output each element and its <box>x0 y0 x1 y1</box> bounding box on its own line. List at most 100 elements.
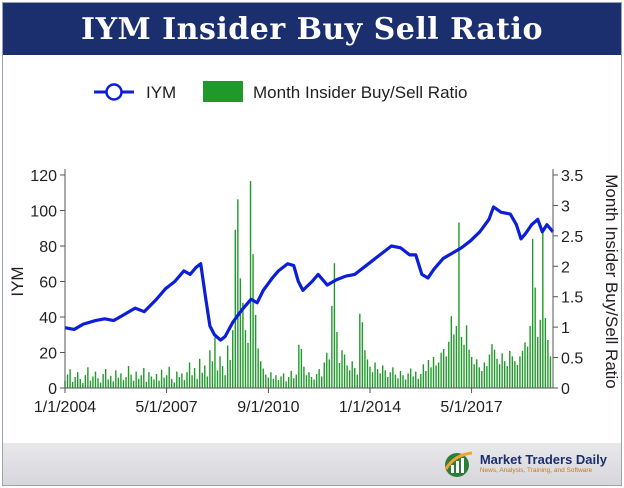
ratio-bar <box>171 378 173 388</box>
ratio-bar <box>244 330 247 388</box>
ratio-bar <box>219 356 221 388</box>
ratio-bar <box>143 367 145 388</box>
ratio-bar <box>526 346 529 388</box>
ratio-bar <box>407 373 409 388</box>
ratio-bar <box>104 369 107 388</box>
ratio-bar <box>155 374 158 388</box>
ratio-bar <box>232 330 234 388</box>
ratio-bar <box>66 374 69 388</box>
right-tick-label: 2.5 <box>561 229 583 246</box>
ratio-bar <box>371 372 374 388</box>
ratio-bar <box>262 368 264 388</box>
left-tick-label: 40 <box>39 310 57 327</box>
left-tick-label: 100 <box>30 204 57 221</box>
ratio-bar <box>94 371 97 388</box>
ratio-bar <box>537 336 539 388</box>
ratio-bar <box>415 371 417 388</box>
ratio-bar <box>287 377 290 388</box>
chart-svg: IYM Month Insider Buy/Sell Ratio 02040608… <box>8 81 621 416</box>
ratio-bar <box>158 380 160 388</box>
x-tick-label: 5/1/2007 <box>135 399 197 416</box>
chart-title: IYM Insider Buy Sell Ratio <box>81 11 543 47</box>
left-tick-label: 120 <box>30 168 57 185</box>
brand-tagline: News, Analysis, Training, and Software <box>479 467 593 475</box>
ratio-bar <box>193 367 196 388</box>
ratio-bar <box>394 374 397 388</box>
ratio-bar <box>298 344 300 388</box>
iym-line <box>64 205 555 342</box>
ratio-bar <box>313 379 315 388</box>
ratio-bar <box>201 372 203 388</box>
ratio-bar <box>191 375 193 388</box>
ratio-bar <box>463 344 465 388</box>
ratio-bar <box>221 366 224 388</box>
ratio-bar <box>122 380 125 388</box>
ratio-bar <box>356 374 358 388</box>
ratio-bar <box>254 314 257 388</box>
ratio-bar <box>89 380 92 388</box>
ratio-bar <box>107 379 109 388</box>
ratio-bar <box>74 377 76 388</box>
ratio-bar <box>79 378 81 388</box>
ratio-bar <box>204 365 206 388</box>
ratio-bar <box>165 375 168 388</box>
ratio-bar <box>84 375 87 388</box>
ratio-bar <box>491 344 493 388</box>
ratio-bar <box>473 364 475 388</box>
legend-label-iym: IYM <box>146 83 176 102</box>
ratio-bar <box>120 373 122 388</box>
ratio-bar <box>351 361 353 388</box>
ratio-bar <box>130 374 132 388</box>
ratio-bar <box>168 366 170 388</box>
ratio-bar <box>359 313 361 388</box>
ratio-bar <box>331 305 333 388</box>
right-tick-label: 2 <box>561 259 570 276</box>
ratio-bar <box>315 374 318 388</box>
ratio-bar <box>514 361 516 388</box>
line-series <box>64 205 555 342</box>
ratio-bar <box>295 374 297 388</box>
ratio-bar <box>328 359 331 388</box>
legend-label-ratio: Month Insider Buy/Sell Ratio <box>253 83 468 102</box>
ratio-bar <box>87 367 89 388</box>
bar-series <box>64 181 552 388</box>
ratio-bar <box>493 349 496 388</box>
ratio-bar <box>226 345 229 388</box>
brand-name: Market Traders Daily <box>479 452 607 468</box>
ratio-bar <box>387 377 389 388</box>
ratio-bar <box>392 367 394 388</box>
ratio-bar <box>458 222 460 388</box>
ratio-bar <box>338 363 341 388</box>
ratio-bar <box>503 361 506 388</box>
ratio-bar <box>465 325 468 388</box>
ratio-bar <box>468 349 470 388</box>
ratio-bar <box>153 379 155 388</box>
right-tick-label: 1 <box>561 320 570 337</box>
ratio-bar <box>127 366 130 388</box>
ratio-bar <box>437 362 440 388</box>
ratio-bar <box>99 382 102 388</box>
ratio-bar <box>498 364 501 388</box>
right-tick-label: 1.5 <box>561 290 583 307</box>
ratio-bar <box>539 319 541 388</box>
ratio-bar <box>402 375 404 388</box>
x-tick-label: 1/1/2004 <box>34 399 96 416</box>
ratio-bar <box>399 370 402 388</box>
ratio-bar <box>150 376 153 388</box>
ratio-bar <box>389 372 392 388</box>
ratio-bar <box>145 381 148 388</box>
ratio-bar <box>214 337 216 388</box>
ratio-bar <box>135 371 137 388</box>
ratio-bar <box>92 376 94 388</box>
ratio-bar <box>549 356 552 388</box>
ratio-bar <box>478 367 480 388</box>
legend: IYM Month Insider Buy/Sell Ratio <box>94 81 468 102</box>
ratio-bar <box>176 371 178 388</box>
ratio-bar <box>516 364 519 388</box>
ratio-bar <box>348 370 351 388</box>
ratio-bar <box>435 365 437 388</box>
ratio-bar <box>224 375 226 388</box>
ratio-bar <box>285 381 287 388</box>
brand-chart-icon <box>444 451 473 477</box>
ratio-bar <box>188 362 191 388</box>
